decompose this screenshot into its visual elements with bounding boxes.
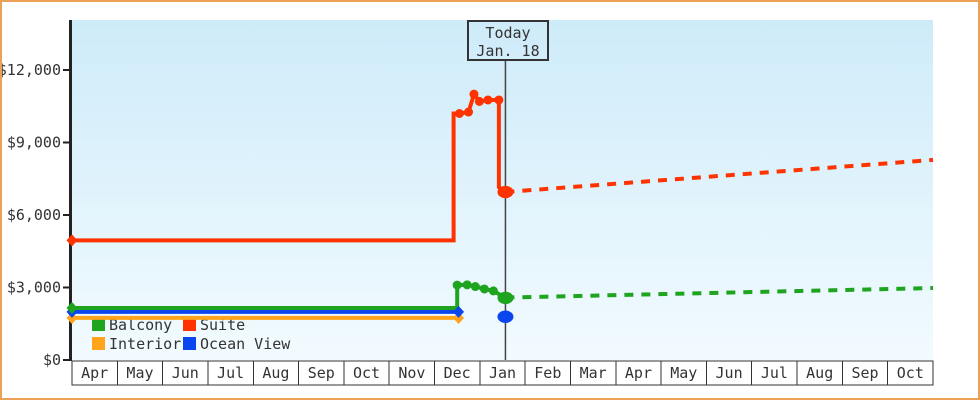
month-label: Apr xyxy=(81,364,108,382)
month-label: Oct xyxy=(353,364,380,382)
month-label: Sep xyxy=(308,364,335,382)
y-axis-tick-label: $3,000 xyxy=(7,279,61,297)
month-cell xyxy=(796,360,843,386)
month-cell xyxy=(162,360,209,386)
month-label: Oct xyxy=(897,364,924,382)
month-cell xyxy=(887,360,934,386)
legend-label-balcony: Balcony xyxy=(109,316,172,334)
month-label: Apr xyxy=(625,364,652,382)
today-marker-box: Today Jan. 18 xyxy=(467,20,549,61)
marker-diamond-suite xyxy=(66,234,78,247)
marker-dot-suite xyxy=(464,107,474,117)
month-cell xyxy=(841,360,889,386)
legend-label-interior: Interior xyxy=(109,335,181,353)
marker-dot-balcony xyxy=(470,282,480,292)
y-axis-tick-label: $0 xyxy=(43,351,61,369)
month-label: Dec xyxy=(444,364,471,382)
month-label: Nov xyxy=(398,364,425,382)
month-cell xyxy=(388,360,436,386)
month-label: Aug xyxy=(806,364,833,382)
legend-label-suite: Suite xyxy=(200,316,245,334)
marker-current-price-suite xyxy=(497,185,514,199)
month-label: Mar xyxy=(580,364,607,382)
marker-diamond-balcony xyxy=(66,302,78,315)
month-label: May xyxy=(126,364,153,382)
month-cell xyxy=(71,360,118,386)
marker-current-price-balcony xyxy=(497,291,514,305)
month-label: May xyxy=(670,364,697,382)
marker-dot-balcony xyxy=(488,286,498,296)
month-label: Jun xyxy=(172,364,199,382)
month-cell xyxy=(660,360,707,386)
month-cell xyxy=(524,360,571,386)
marker-dot-suite xyxy=(474,96,484,106)
legend-label-ocean-view: Ocean View xyxy=(200,335,291,353)
y-axis-tick-label: $9,000 xyxy=(7,134,61,152)
today-date-label: Jan. 18 xyxy=(476,42,540,60)
month-cell xyxy=(479,360,526,386)
month-label: Feb xyxy=(534,364,561,382)
marker-dot-suite xyxy=(494,95,504,105)
legend-swatch-balcony xyxy=(92,318,105,331)
series-forecast-suite xyxy=(505,157,934,194)
month-label: Jun xyxy=(716,364,743,382)
marker-dot-balcony xyxy=(452,280,462,290)
month-cell xyxy=(705,360,753,386)
month-cell xyxy=(298,360,345,386)
marker-dot-suite xyxy=(469,89,479,99)
marker-diamond-ocean-view xyxy=(453,305,465,318)
legend-swatch-interior xyxy=(92,337,105,350)
marker-diamond-interior xyxy=(453,311,465,324)
marker-current-price-ocean-view xyxy=(497,310,514,323)
marker-dot-suite xyxy=(454,109,464,118)
month-label: Jul xyxy=(761,364,788,382)
month-label: Aug xyxy=(262,364,289,382)
marker-dot-suite xyxy=(483,95,493,105)
y-axis-tick-label: $6,000 xyxy=(7,206,61,224)
marker-diamond-interior xyxy=(66,311,78,324)
month-label: Jul xyxy=(217,364,244,382)
series-forecast-balcony xyxy=(505,286,934,300)
y-axis-tick-label: $12,000 xyxy=(0,61,61,79)
month-cell xyxy=(116,360,164,386)
month-cell xyxy=(615,360,662,386)
month-label: Jan xyxy=(489,364,516,382)
month-label: Sep xyxy=(851,364,878,382)
today-label: Today xyxy=(485,24,531,42)
legend-swatch-suite xyxy=(183,318,196,331)
month-cell xyxy=(343,360,390,386)
month-cell xyxy=(569,360,617,386)
legend-swatch-ocean-view xyxy=(183,337,196,350)
marker-dot-balcony xyxy=(479,284,489,294)
marker-dot-balcony xyxy=(462,280,472,290)
